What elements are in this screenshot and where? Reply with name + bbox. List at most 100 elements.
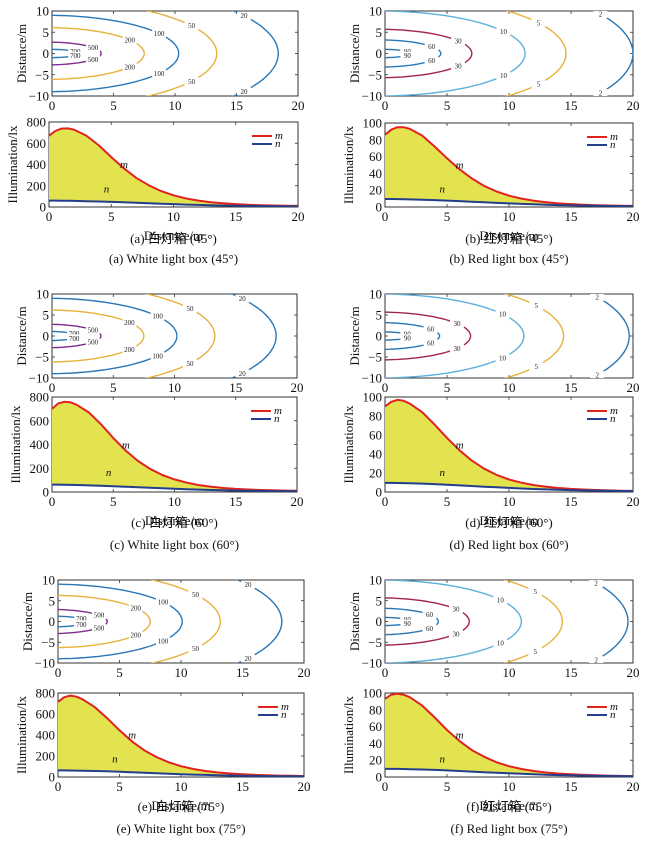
illumination-plot-c: 0 5 10 15 200200400600800Illumination/lxDist… [8,390,304,529]
contour-label: 2 [599,90,603,98]
area-between-m-n [52,401,297,492]
y-tick-label: 600 [30,413,50,428]
contour-label-bg [188,590,203,599]
plot-area [49,127,298,207]
contour-label-bg [400,47,415,56]
y-axis-label: Distance/m [14,24,29,83]
contour-label: 2 [595,372,599,380]
contour-label-bg [184,21,199,30]
y-axis-label: Distance/m [347,24,362,83]
annotation-m: m [456,729,464,741]
x-tick-label: 5 [444,98,451,113]
x-tick-label: 10 [175,779,188,794]
y-tick-label: 800 [27,115,47,130]
contour-line-2 [590,294,631,378]
contour-label-bg [424,56,439,65]
x-tick-label: 10 [503,779,516,794]
contour-label: 500 [94,612,105,620]
contour-label-bg [122,345,137,354]
legend-label-n: n [281,709,287,721]
annotation-m: m [456,159,464,171]
caption-en-a: (a) White light box (45°) [109,251,238,266]
contour-plot-b: 05101520−10−50510Distance/m9090606030301… [347,4,640,114]
contour-label-bg [496,71,511,80]
contour-label: 50 [188,22,196,30]
y-tick-label: 600 [27,136,47,151]
contour-label: 20 [239,295,247,303]
caption-cn-a: (a) 白灯箱 (45°) [130,231,217,246]
x-tick-label: 10 [503,209,516,224]
contour-label-bg [74,620,89,629]
y-tick-label: 0 [49,614,56,629]
x-tick-label: 20 [292,98,305,113]
y-tick-label: −10 [362,371,382,386]
contour-label-bg [400,51,415,60]
legend-label-m: m [610,131,618,143]
y-tick-label: 0 [376,200,383,215]
x-tick-label: 15 [236,779,249,794]
y-axis-label: Distance/m [14,306,29,365]
y-axis-label: Distance/m [347,592,362,651]
contour-line-5 [502,580,564,663]
contour-label: 5 [535,302,539,310]
y-tick-label: 40 [369,166,382,181]
contour-label: 60 [428,57,436,65]
x-tick-label: 0 [55,665,62,680]
contour-label: 200 [124,64,135,72]
contour-label: 2 [595,293,599,301]
y-tick-label: 5 [376,25,383,40]
legend-label-n: n [610,413,616,425]
contour-line-60 [385,39,442,68]
contour-line-30 [385,597,471,646]
contour-label-bg [423,339,438,348]
contour-label-bg [493,595,508,604]
contour-label-bg [400,615,415,624]
contour-line-200 [52,309,145,363]
plot-area [52,400,297,492]
contour-line-500 [52,41,102,66]
contour-label-bg [92,611,107,620]
contour-label: 700 [76,615,87,623]
legend-label-m: m [610,701,618,713]
annotation-n: n [440,184,446,196]
contour-label: 700 [69,330,80,338]
x-tick-label: 15 [565,779,578,794]
x-tick-label: 15 [230,98,243,113]
y-tick-label: 5 [43,308,50,323]
legend-label-n: n [610,709,616,721]
annotation-n: n [104,184,110,196]
x-tick-label: 20 [627,380,640,395]
contour-label-bg [422,610,437,619]
contour-line-100 [52,14,180,93]
series-line-n [385,767,633,777]
contour-label: 60 [428,43,436,51]
contour-line-20 [236,580,283,663]
contour-label-bg [122,63,137,72]
contour-label-bg [67,329,82,338]
contour-line-50 [144,294,216,378]
contour-label-bg [184,77,199,86]
contour-label-bg [188,644,203,653]
x-tick-label: 15 [565,494,578,509]
y-tick-label: 800 [30,390,50,405]
contour-label-bg [495,310,510,319]
contour-label: 100 [152,352,163,360]
contour-label: 700 [70,52,81,60]
contour-label: 10 [500,72,508,80]
series-line-n [49,199,298,207]
legend-label-n: n [274,413,280,425]
contour-label: 2 [599,10,603,18]
x-tick-label: 20 [291,380,304,395]
series-line-n [385,198,633,207]
contour-label-bg [150,312,165,321]
illumination-plot-f: 0 5 10 15 20020406080100Illumination/lxDista… [341,686,640,814]
contour-line-50 [145,11,218,96]
x-tick-label: 0 [46,209,53,224]
caption-cn-d: (d) 红灯箱 (60°) [465,515,553,530]
caption-cn-b: (b) 红灯箱 (45°) [465,231,553,246]
x-tick-label: 5 [444,209,451,224]
contour-label-bg [240,654,255,663]
